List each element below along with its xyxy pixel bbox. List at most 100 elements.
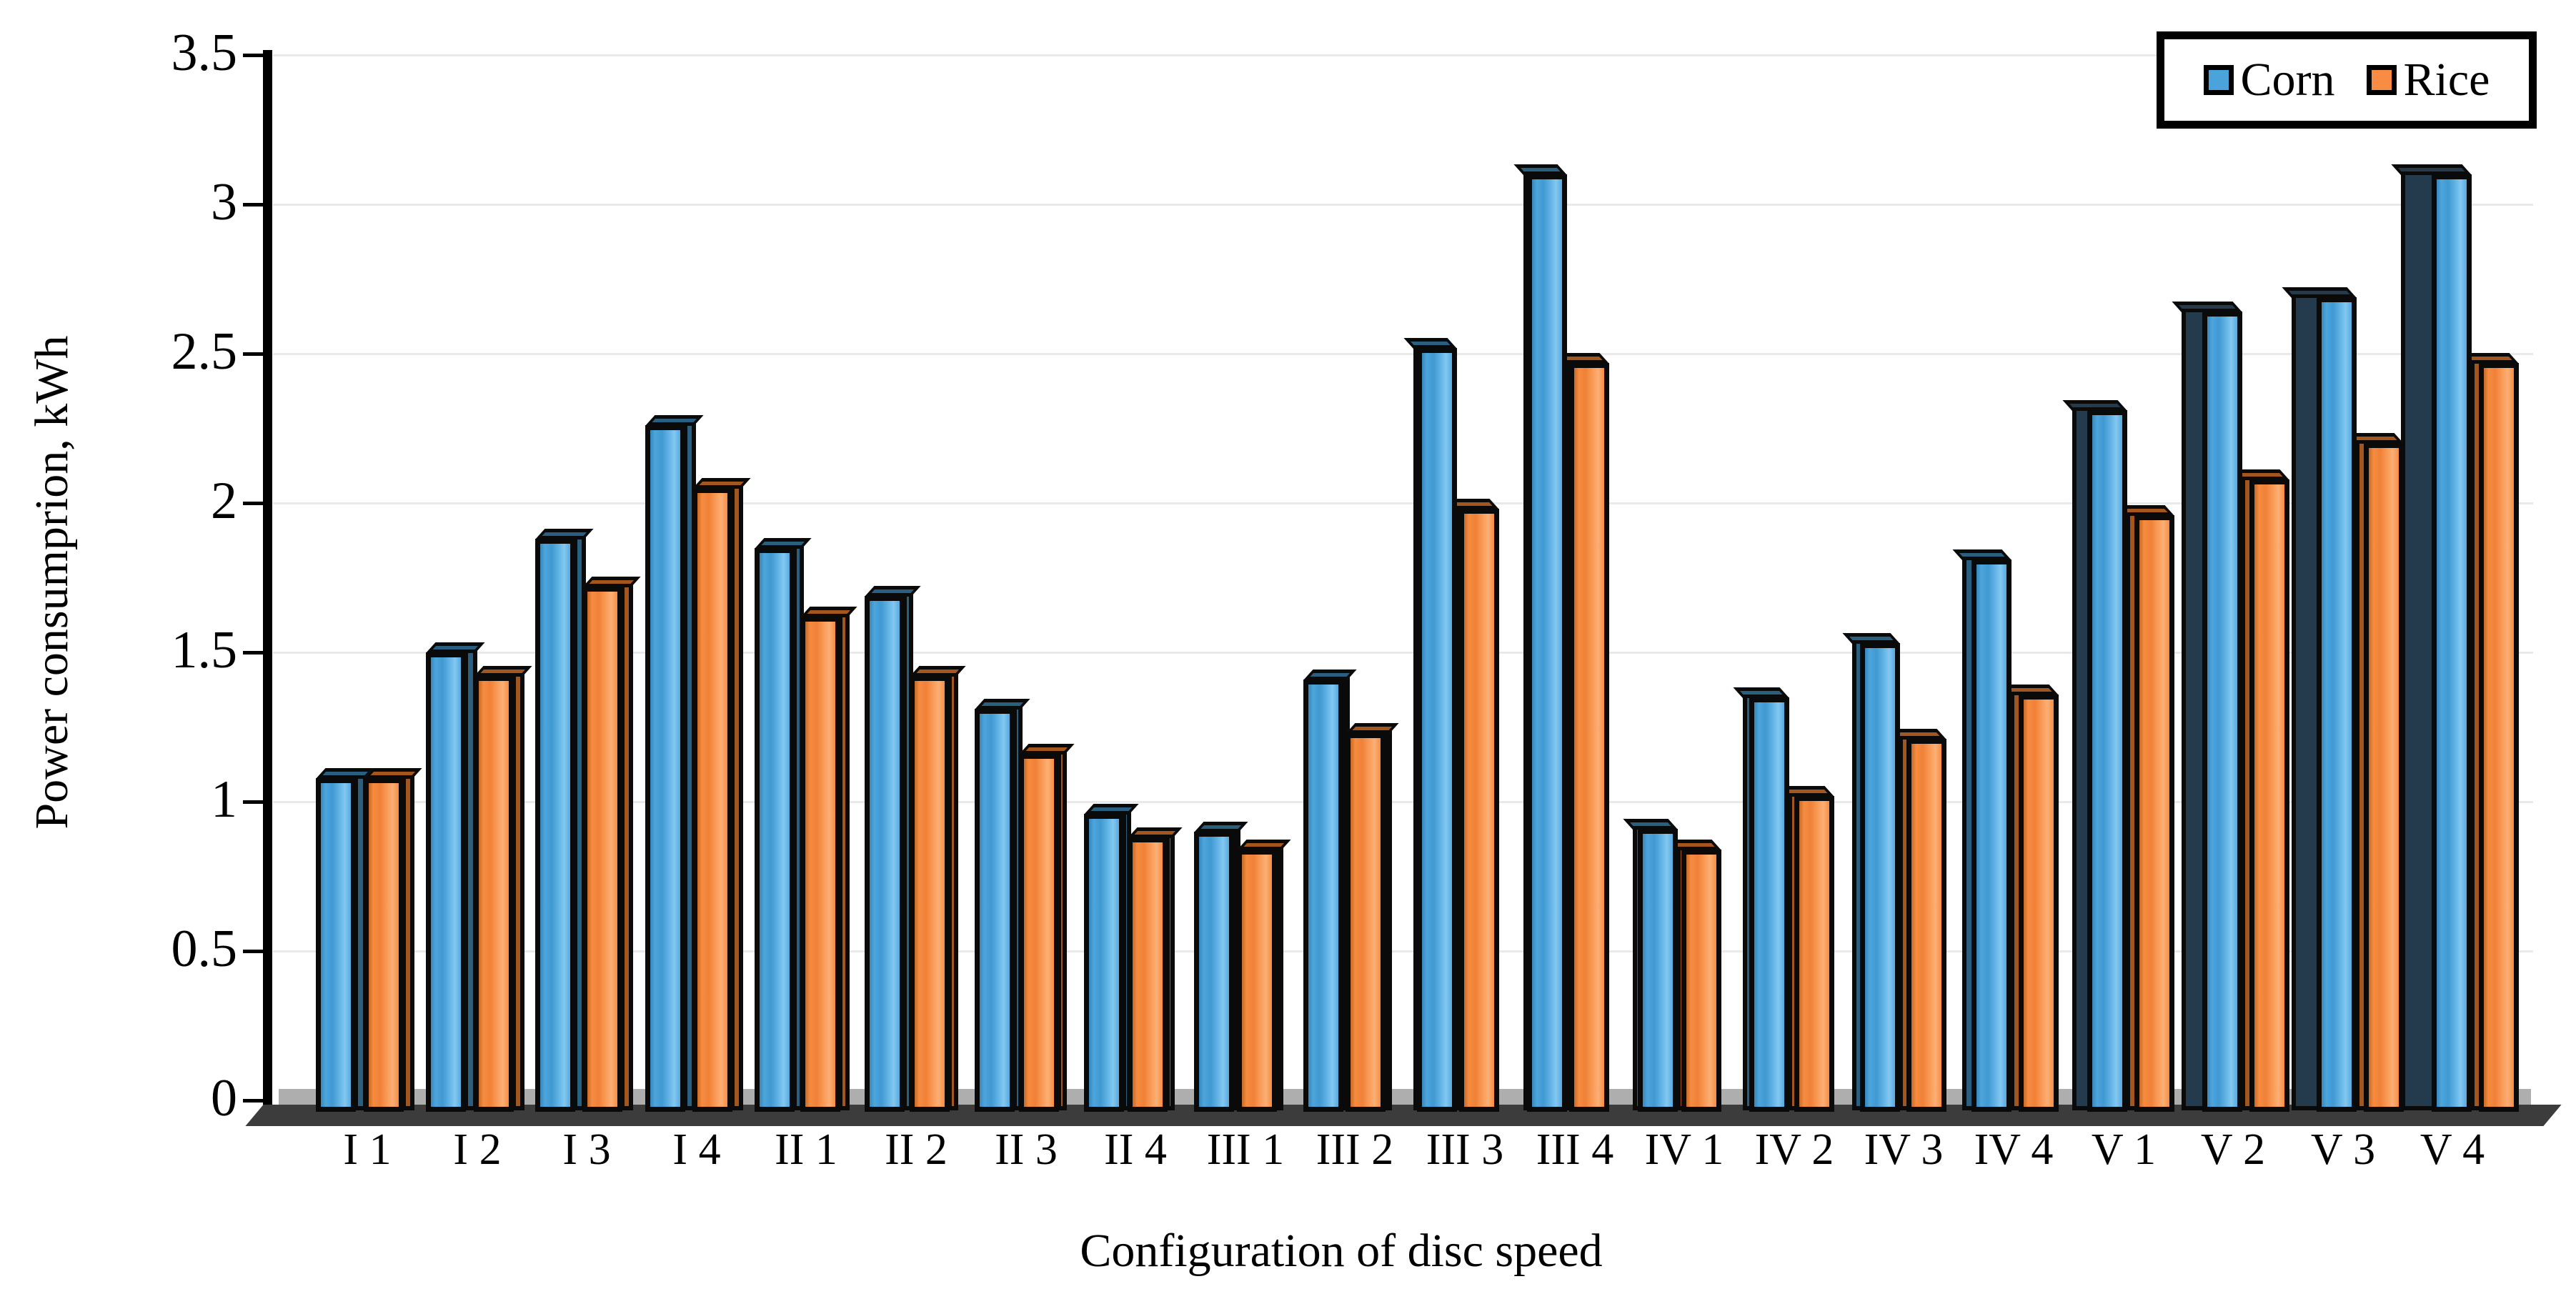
x-tick-label-II-2: II 2 [885,1125,948,1174]
bar-rice-II-1 [800,617,840,1112]
y-tick-label-2: 2 [211,472,237,530]
bar-rice-II-3 [1019,754,1059,1112]
bar-corn-IV-4 [1971,559,2011,1112]
legend-item-corn: Corn [2203,54,2335,106]
bar-rice-II-2-cap [910,666,966,677]
y-tick-label-3.5: 3.5 [171,24,238,82]
bar-corn-IV-1-cap [1623,819,1678,830]
bar-corn-I-2 [426,652,466,1112]
bar-corn-V-2-cap [2172,302,2242,312]
x-tick-label-I-2: I 2 [453,1125,502,1174]
bar-corn-V-4 [2432,174,2472,1112]
x-tick-label-IV-1: IV 1 [1644,1125,1724,1174]
y-tick-3.5 [243,54,267,57]
x-tick-label-I-1: I 1 [343,1125,392,1174]
bar-rice-IV-2 [1794,796,1834,1112]
x-tick-label-IV-3: IV 3 [1864,1125,1944,1174]
bar-corn-II-2-cap [865,586,921,597]
x-tick-label-V-3: V 3 [2310,1125,2376,1174]
bar-corn-V-4-cap [2391,164,2472,175]
bar-rice-II-3-cap [1019,744,1075,755]
x-tick-label-IV-4: IV 4 [1974,1125,2054,1174]
gridline-3 [273,204,2533,206]
bar-corn-III-3 [1417,348,1457,1112]
bar-corn-I-1 [316,778,356,1112]
x-tick-label-III-1: III 1 [1206,1125,1285,1174]
bar-corn-I-4 [645,425,685,1112]
bar-rice-I-2 [474,676,514,1112]
bar-rice-III-3 [1459,509,1499,1112]
bar-rice-V-3 [2364,443,2404,1112]
bar-corn-III-1 [1194,832,1234,1112]
bar-corn-I-4-cap [645,415,704,426]
y-axis-line [263,50,272,1109]
y-tick-2.5 [243,352,267,356]
y-tick-label-0: 0 [211,1069,237,1128]
bar-corn-V-1-cap [2062,400,2127,411]
x-tick-label-V-4: V 4 [2420,1125,2485,1174]
bar-rice-II-1-cap [800,607,857,617]
legend-label-corn: Corn [2240,54,2335,106]
bar-corn-III-2 [1303,680,1343,1112]
legend: Corn Rice [2157,31,2537,129]
x-tick-label-I-3: I 3 [562,1125,611,1174]
bar-rice-V-1 [2134,515,2174,1112]
y-tick-2 [243,502,267,505]
x-tick-label-II-1: II 1 [775,1125,837,1174]
bar-corn-III-3-cap [1403,338,1457,349]
bar-rice-I-4-cap [692,478,751,489]
x-tick-label-III-4: III 4 [1536,1125,1614,1174]
y-tick-3 [243,203,267,206]
bar-corn-IV-3-cap [1842,633,1900,644]
bar-rice-I-1 [364,778,404,1112]
bar-corn-IV-2-cap [1733,687,1789,698]
y-tick-0 [243,1099,267,1103]
x-tick-label-II-4: II 4 [1104,1125,1167,1174]
bar-corn-II-1-cap [755,538,812,549]
bar-rice-IV-3 [1906,739,1946,1112]
gridline-2.5 [273,353,2533,355]
bar-rice-V-2 [2249,479,2289,1112]
bar-corn-II-4-cap [1084,804,1139,815]
x-tick-label-II-3: II 3 [995,1125,1058,1174]
x-tick-label-III-3: III 3 [1426,1125,1504,1174]
x-tick-label-I-4: I 4 [672,1125,721,1174]
gridline-1.5 [273,652,2533,654]
rice-swatch-icon [2366,65,2397,95]
gridline-2 [273,502,2533,504]
x-axis-title: Configuration of disc speed [1080,1225,1603,1277]
y-tick-label-1.5: 1.5 [171,621,238,680]
bar-corn-IV-2 [1749,697,1789,1112]
bar-corn-I-2-cap [426,642,485,653]
bar-rice-V-4 [2479,363,2519,1112]
x-tick-label-III-2: III 2 [1316,1125,1394,1174]
bar-corn-IV-1 [1638,829,1678,1112]
bar-rice-I-4 [692,488,732,1112]
bar-rice-II-4-cap [1128,827,1183,838]
gridline-0.5 [273,950,2533,952]
bar-corn-II-3 [975,709,1015,1112]
y-tick-label-0.5: 0.5 [171,920,238,978]
bar-corn-II-1 [755,548,795,1112]
gridline-1 [273,801,2533,803]
bar-rice-II-2 [910,676,950,1112]
legend-item-rice: Rice [2366,54,2490,106]
bar-corn-III-4 [1527,174,1567,1112]
gridline-3.5 [273,54,2533,56]
bar-corn-IV-3 [1860,643,1900,1112]
y-tick-1 [243,800,267,804]
bar-corn-V-3-cap [2282,287,2357,298]
bar-rice-I-3 [582,587,622,1112]
y-tick-label-1: 1 [211,770,237,829]
x-tick-label-V-1: V 1 [2091,1125,2157,1174]
bar-corn-IV-4-cap [1952,549,2011,560]
bar-rice-III-2 [1346,733,1386,1112]
bar-corn-I-3 [535,539,575,1112]
bar-corn-V-3 [2317,297,2357,1112]
bar-rice-IV-4 [2019,695,2059,1112]
legend-label-rice: Rice [2403,54,2490,106]
x-tick-label-IV-2: IV 2 [1754,1125,1834,1174]
y-tick-0.5 [243,950,267,953]
bar-corn-II-4 [1084,814,1124,1112]
